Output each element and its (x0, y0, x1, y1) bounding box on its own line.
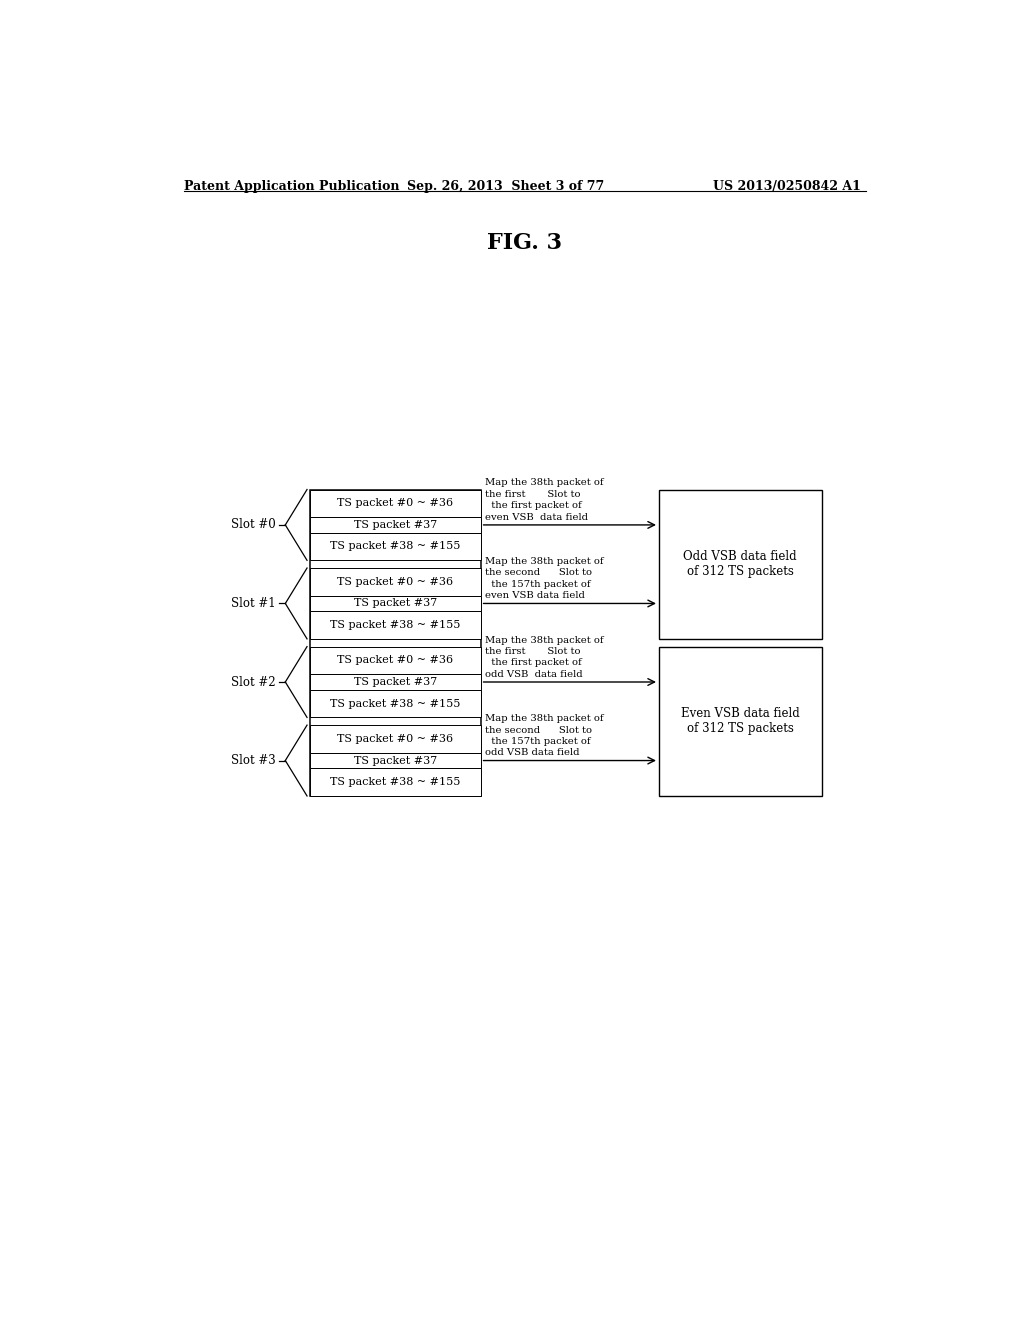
Text: Sep. 26, 2013  Sheet 3 of 77: Sep. 26, 2013 Sheet 3 of 77 (407, 180, 604, 193)
Text: US 2013/0250842 A1: US 2013/0250842 A1 (713, 180, 861, 193)
Text: TS packet #38 ~ #155: TS packet #38 ~ #155 (330, 620, 461, 630)
Text: Slot #1: Slot #1 (231, 597, 276, 610)
Text: Map the 38th packet of
the second      Slot to
  the 157th packet of
odd VSB dat: Map the 38th packet of the second Slot t… (485, 714, 604, 758)
Text: TS packet #0 ~ #36: TS packet #0 ~ #36 (337, 656, 454, 665)
Text: TS packet #37: TS packet #37 (353, 755, 437, 766)
Text: Even VSB data field
of 312 TS packets: Even VSB data field of 312 TS packets (681, 708, 800, 735)
Bar (658, 490, 821, 639)
Text: Map the 38th packet of
the first       Slot to
  the first packet of
even VSB  d: Map the 38th packet of the first Slot to… (485, 478, 604, 521)
Bar (310, 675, 480, 689)
Text: TS packet #0 ~ #36: TS packet #0 ~ #36 (337, 577, 454, 587)
Text: FIG. 3: FIG. 3 (487, 232, 562, 255)
Bar (310, 532, 480, 560)
Text: TS packet #37: TS packet #37 (353, 520, 437, 529)
Text: TS packet #38 ~ #155: TS packet #38 ~ #155 (330, 777, 461, 787)
Text: TS packet #38 ~ #155: TS packet #38 ~ #155 (330, 541, 461, 552)
Bar (310, 768, 480, 796)
Text: Slot #3: Slot #3 (231, 754, 276, 767)
Bar (310, 595, 480, 611)
Text: TS packet #37: TS packet #37 (353, 598, 437, 609)
Bar (310, 568, 480, 595)
Bar (310, 611, 480, 639)
Text: Odd VSB data field
of 312 TS packets: Odd VSB data field of 312 TS packets (683, 550, 797, 578)
Text: Slot #2: Slot #2 (231, 676, 276, 689)
Bar (310, 490, 480, 517)
Text: Patent Application Publication: Patent Application Publication (183, 180, 399, 193)
Bar (310, 647, 480, 675)
Bar (658, 647, 821, 796)
Text: TS packet #0 ~ #36: TS packet #0 ~ #36 (337, 499, 454, 508)
Text: TS packet #38 ~ #155: TS packet #38 ~ #155 (330, 698, 461, 709)
Bar (310, 752, 480, 768)
Text: Slot #0: Slot #0 (231, 519, 276, 532)
Text: TS packet #0 ~ #36: TS packet #0 ~ #36 (337, 734, 454, 744)
Bar (310, 689, 480, 718)
Bar (310, 725, 480, 752)
Text: TS packet #37: TS packet #37 (353, 677, 437, 686)
Bar (310, 490, 480, 796)
Bar (310, 517, 480, 532)
Text: Map the 38th packet of
the second      Slot to
  the 157th packet of
even VSB da: Map the 38th packet of the second Slot t… (485, 557, 604, 601)
Text: Map the 38th packet of
the first       Slot to
  the first packet of
odd VSB  da: Map the 38th packet of the first Slot to… (485, 635, 604, 678)
